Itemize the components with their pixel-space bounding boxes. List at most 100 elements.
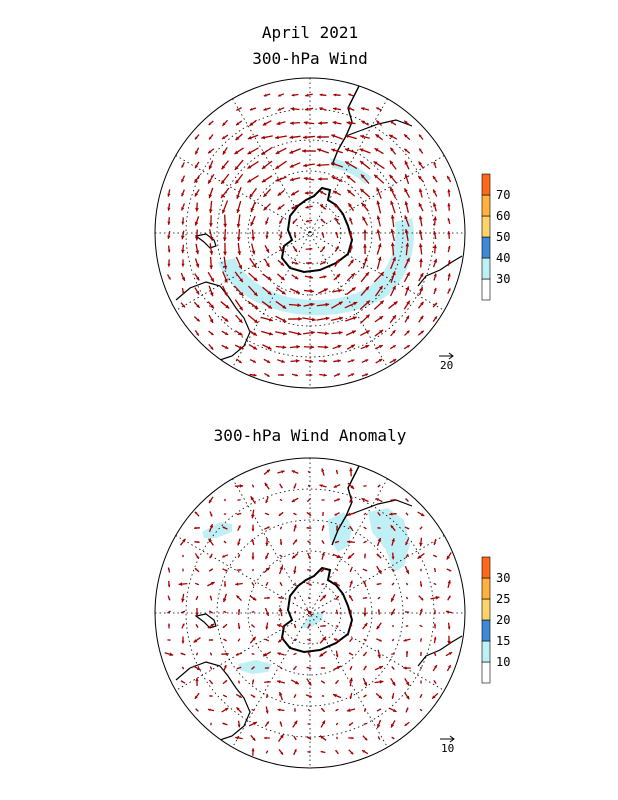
wind-vector <box>221 119 229 127</box>
wind-vector <box>251 229 256 241</box>
wind-vector <box>389 512 397 516</box>
wind-vector <box>346 344 356 350</box>
wind-vector <box>347 359 355 363</box>
wind-vector <box>331 288 343 293</box>
wind-vector <box>403 187 411 199</box>
wind-vector <box>389 160 397 170</box>
wind-vector <box>331 148 343 154</box>
wind-vector <box>303 176 315 181</box>
wind-vector <box>389 314 397 324</box>
wind-vector <box>389 120 397 126</box>
wind-vector <box>276 359 286 363</box>
wind-vector <box>180 175 186 183</box>
wind-vector <box>194 692 200 700</box>
wind-vector <box>222 722 228 726</box>
wind-vector <box>222 593 228 603</box>
wind-vector <box>363 580 367 588</box>
wind-vector <box>277 470 285 474</box>
wind-vector <box>293 665 297 671</box>
wind-vector <box>405 650 409 658</box>
wind-vector <box>376 719 382 729</box>
wind-vector <box>359 314 371 324</box>
wind-vector <box>167 623 170 629</box>
wind-vector <box>181 259 185 267</box>
wind-vector <box>373 174 385 184</box>
wind-vector <box>234 271 244 283</box>
wind-vector <box>334 246 340 252</box>
wind-vector <box>375 358 383 364</box>
south-america-coast-east <box>345 499 413 517</box>
wind-vector <box>247 285 259 297</box>
wind-vector <box>209 666 213 670</box>
wind-vector <box>335 749 339 755</box>
wind-vector <box>180 203 186 211</box>
wind-vector <box>167 217 171 225</box>
wind-vector <box>292 245 298 253</box>
wind-vector <box>209 695 213 697</box>
wind-vector <box>261 146 273 156</box>
wind-vector <box>361 216 369 226</box>
wind-vector <box>307 651 311 657</box>
wind-vector <box>417 330 425 336</box>
wind-vector <box>194 258 200 268</box>
wind-vector <box>320 680 326 684</box>
wind-vector <box>260 330 274 336</box>
wind-vector <box>391 666 395 670</box>
wind-vector <box>222 526 228 530</box>
wind-vector <box>405 625 409 627</box>
wind-vector <box>420 651 422 657</box>
wind-vector <box>361 202 369 212</box>
wind-vector <box>236 512 242 516</box>
wind-vector <box>180 680 186 684</box>
wind-vector <box>418 134 424 140</box>
wind-vector <box>306 666 312 670</box>
wind-vector <box>208 134 214 140</box>
wind-vector <box>221 160 229 170</box>
wind-vector <box>349 692 353 700</box>
wind-vector <box>264 638 270 642</box>
wind-vector <box>262 188 272 198</box>
wind-vector <box>390 498 396 502</box>
map-boundary <box>154 457 466 769</box>
wind-vector <box>404 330 410 336</box>
wind-vector <box>419 624 423 628</box>
wind-vector <box>209 215 213 227</box>
wind-vector <box>447 189 451 197</box>
wind-vector <box>332 553 342 559</box>
wind-vector <box>277 93 285 97</box>
wind-vector <box>433 679 437 685</box>
wind-vector <box>432 258 438 268</box>
wind-vector <box>167 595 171 601</box>
wind-vector <box>223 513 227 515</box>
wind-vector <box>306 526 312 529</box>
wind-vector <box>180 610 186 614</box>
wind-vector <box>391 552 395 560</box>
colorbar-anomaly: 10 15 20 25 30 <box>481 556 510 684</box>
wind-vector <box>209 243 214 255</box>
wind-vector <box>349 637 353 643</box>
wind-vector <box>305 93 313 97</box>
south-america-coast-east <box>345 119 413 137</box>
wind-vector <box>373 271 385 283</box>
wind-vector <box>167 610 171 614</box>
wind-vector <box>376 708 382 712</box>
colorbar-swatch <box>481 215 491 238</box>
wind-vector <box>236 666 242 670</box>
wind-vector <box>347 107 355 111</box>
wind-vector <box>223 540 227 544</box>
wind-vector <box>320 610 326 614</box>
wind-vector <box>307 569 311 571</box>
wind-vector <box>360 173 370 185</box>
colorbar-tick-label: 30 <box>496 571 510 585</box>
wind-vector <box>419 258 423 268</box>
wind-vector <box>251 484 255 488</box>
new-zealand-coast <box>194 233 217 249</box>
wind-vector <box>234 484 244 488</box>
wind-vector <box>404 201 409 213</box>
wind-vector <box>376 256 382 270</box>
wind-vector <box>335 595 339 601</box>
wind-vector <box>180 230 185 240</box>
wind-vector <box>208 285 214 297</box>
wind-vector <box>346 120 356 125</box>
wind-vector <box>388 174 398 184</box>
